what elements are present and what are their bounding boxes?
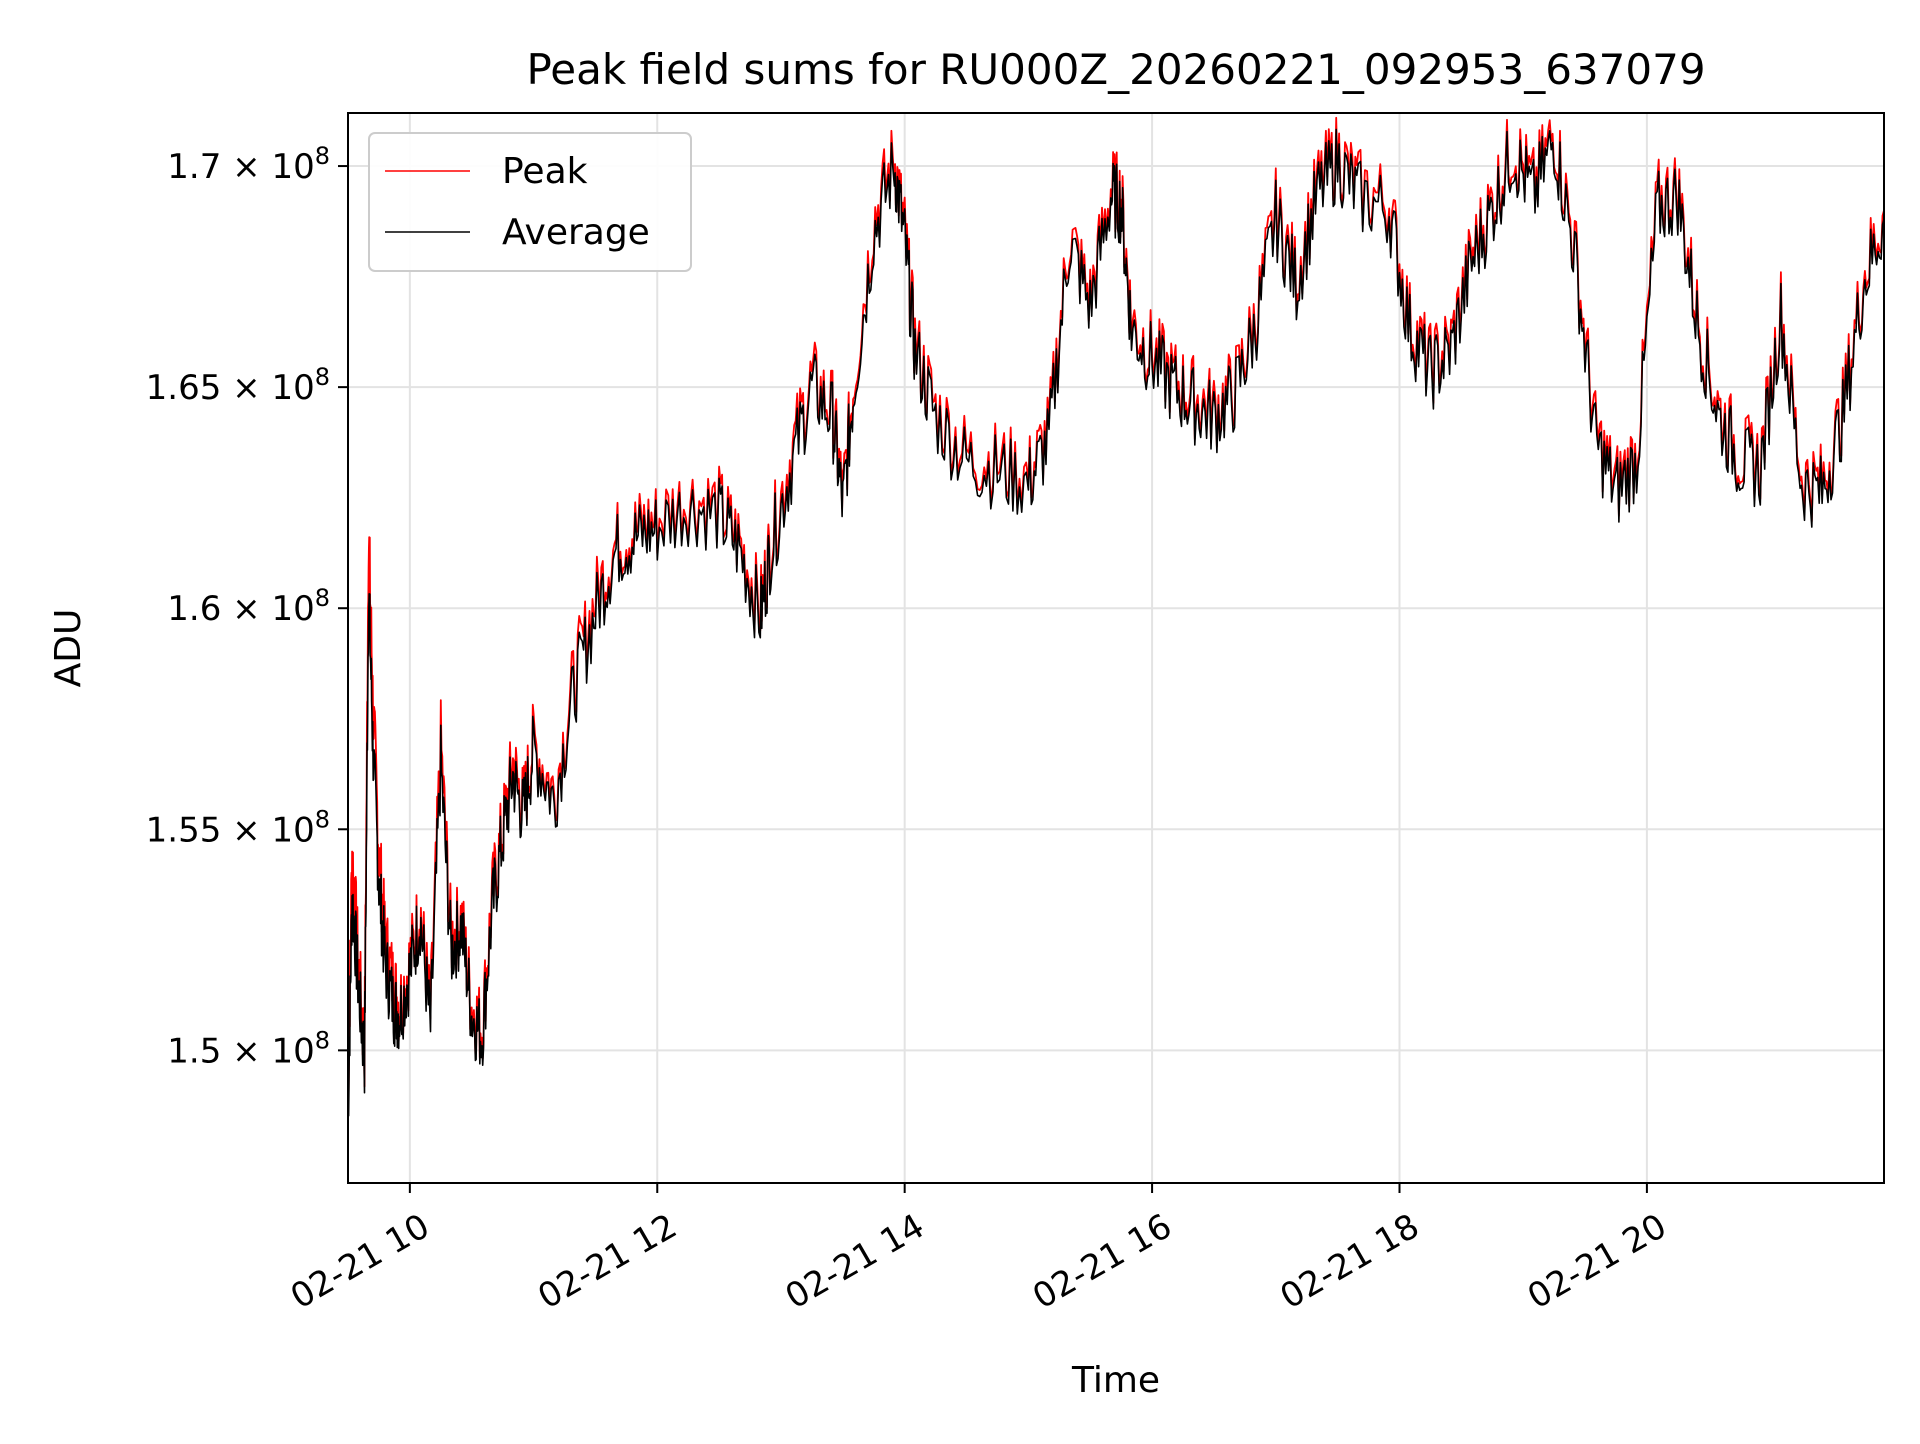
- y-axis: 1.5 × 108 1.55 × 108 1.6 × 108 1.65 × 108 1.…: [146, 142, 348, 1071]
- y-tick-label: 1.5 × 108: [167, 1026, 330, 1071]
- plot-frame: [347, 112, 1885, 1184]
- y-tick-label: 1.6 × 108: [167, 584, 330, 629]
- x-tick-label: 02-21 18: [1274, 1206, 1426, 1317]
- y-tick-label: 1.55 × 108: [146, 805, 330, 850]
- x-tick-label: 02-21 14: [779, 1206, 931, 1317]
- y-tick-label: 1.7 × 108: [167, 142, 330, 187]
- legend-label-average: Average: [502, 212, 650, 253]
- x-tick-label: 02-21 20: [1521, 1206, 1673, 1317]
- x-tick-label: 02-21 12: [531, 1206, 683, 1317]
- legend-label-peak: Peak: [502, 151, 588, 192]
- series-line-average: [347, 128, 1885, 1118]
- chart-title: Peak field sums for RU000Z_20260221_0929…: [526, 45, 1705, 94]
- legend-box: [368, 132, 692, 272]
- y-tick-label: 1.65 × 108: [146, 363, 330, 408]
- series-layer: [347, 116, 1885, 1118]
- legend: Peak Average: [368, 132, 692, 272]
- x-tick-label: 02-21 10: [284, 1206, 436, 1317]
- y-axis-label: ADU: [48, 609, 89, 688]
- x-tick-label: 02-21 16: [1026, 1206, 1178, 1317]
- x-axis-label: Time: [1071, 1360, 1160, 1401]
- x-axis: 02-21 10 02-21 12 02-21 14 02-21 16 02-21 18…: [284, 1183, 1673, 1317]
